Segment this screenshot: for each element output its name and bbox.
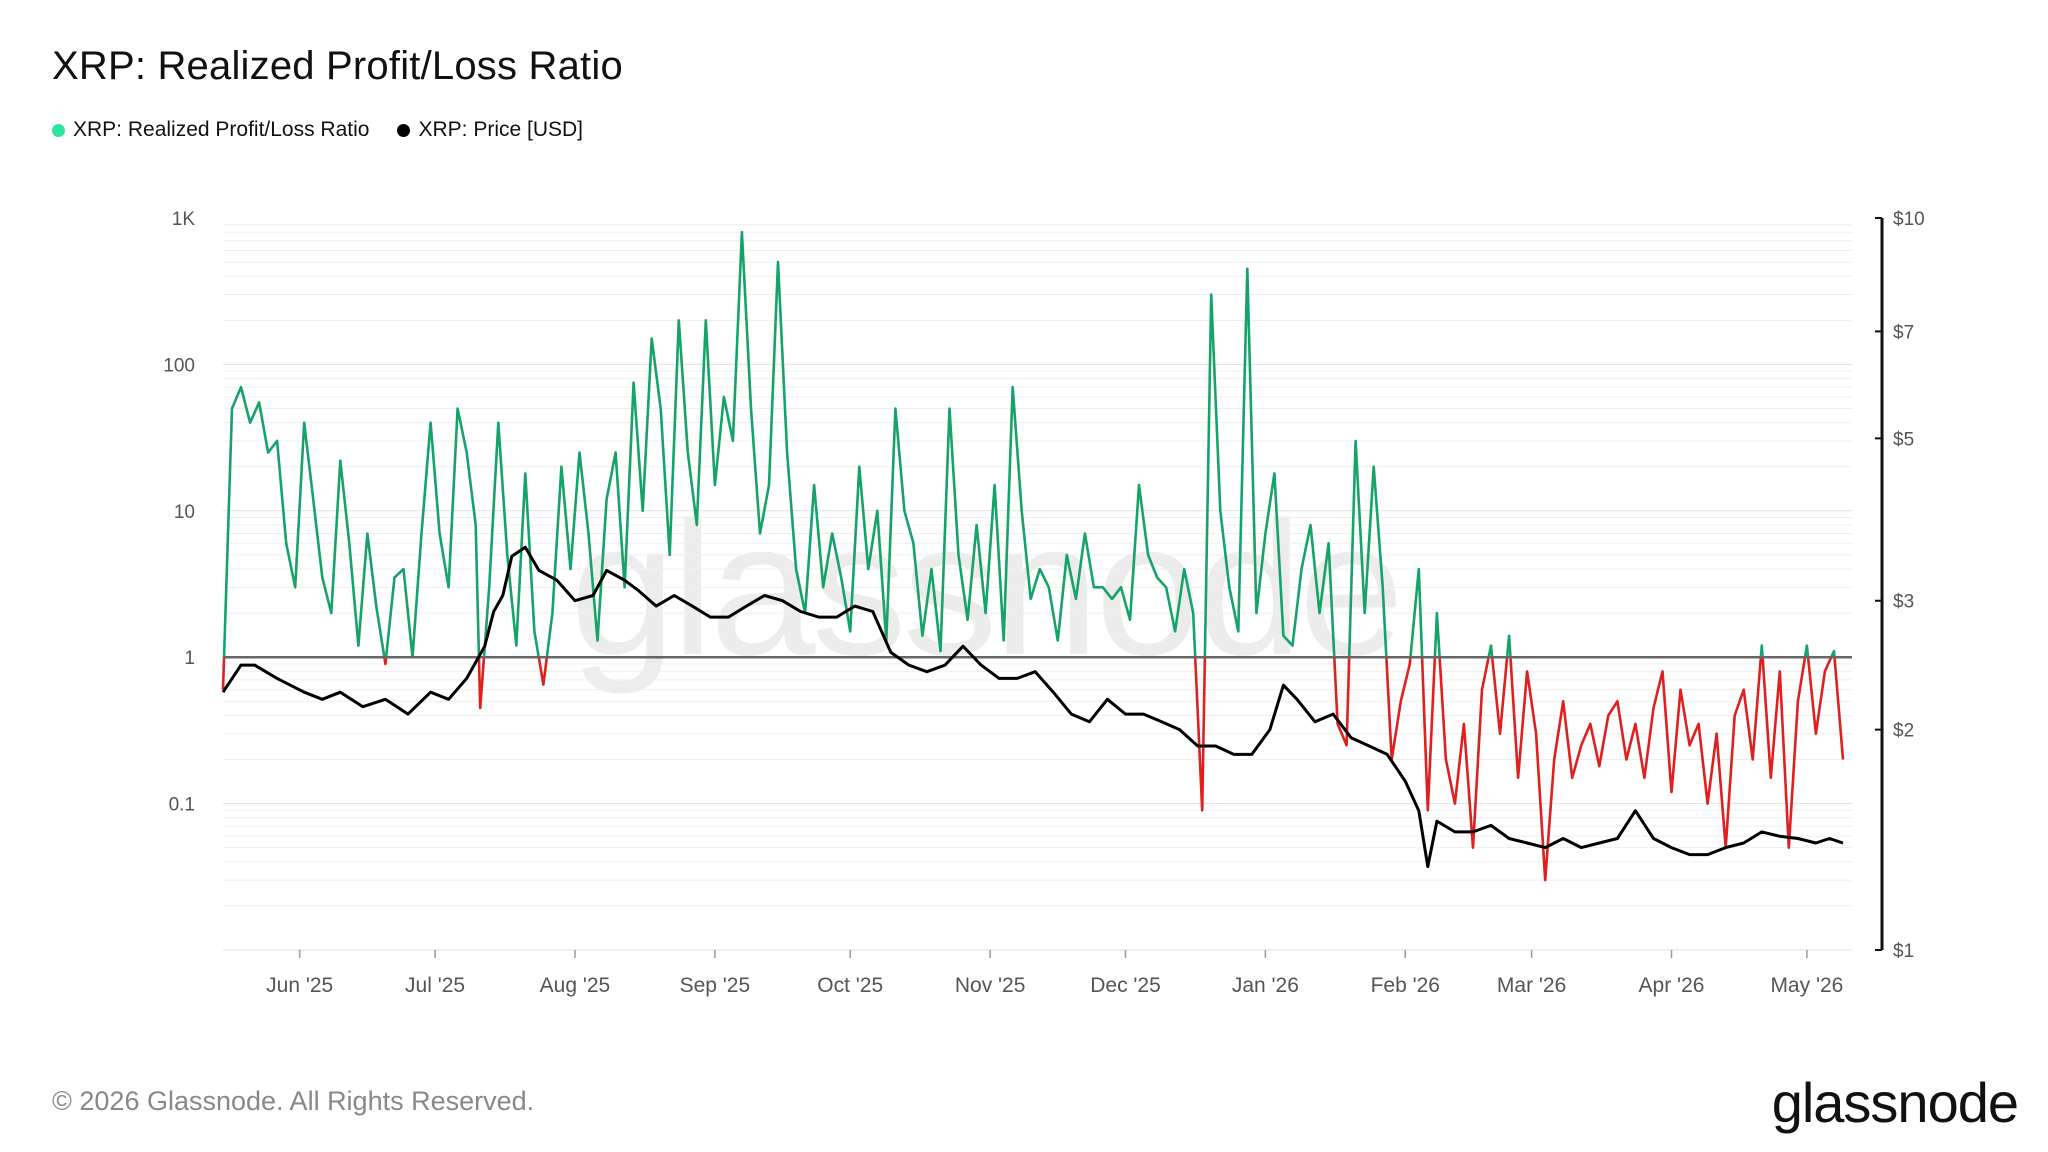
copyright-text: © 2026 Glassnode. All Rights Reserved. (52, 1086, 535, 1116)
chart-title: XRP: Realized Profit/Loss Ratio (52, 44, 623, 88)
y-right-tick-label: $10 (1893, 209, 1925, 230)
ratio-line-profit (222, 230, 1836, 658)
x-tick-label: Sep '25 (680, 974, 751, 997)
x-tick-label: Dec '25 (1090, 974, 1161, 997)
legend-label-price: XRP: Price [USD] (418, 118, 584, 141)
x-tick-label: Jan '26 (1232, 974, 1299, 997)
x-tick-label: Aug '25 (540, 974, 611, 997)
ratio-line-loss (221, 657, 1845, 882)
y-right-tick-label: $7 (1893, 322, 1914, 343)
legend-label-ratio: XRP: Realized Profit/Loss Ratio (73, 118, 370, 141)
glassnode-logo: glassnode (1771, 1071, 2019, 1134)
y-right-tick-label: $5 (1893, 429, 1914, 450)
y-left-tick-label: 1 (184, 648, 195, 669)
legend: XRP: Realized Profit/Loss Ratio XRP: Pri… (52, 118, 611, 142)
legend-dot-ratio (52, 123, 65, 137)
x-tick-label: May '26 (1770, 974, 1843, 997)
y-left-tick-label: 1K (172, 209, 196, 230)
x-tick-label: Apr '26 (1639, 974, 1705, 997)
y-right-tick-label: $2 (1893, 721, 1914, 742)
x-tick-label: Nov '25 (955, 974, 1026, 997)
x-tick-label: Mar '26 (1497, 974, 1566, 997)
y-left-tick-label: 100 (163, 355, 195, 376)
legend-dot-price (397, 123, 411, 137)
y-right-tick-label: $1 (1893, 941, 1914, 962)
y-right-tick-label: $3 (1893, 592, 1914, 613)
y-left-tick-label: 10 (174, 502, 195, 523)
legend-item-ratio[interactable]: XRP: Realized Profit/Loss Ratio (52, 118, 369, 142)
x-tick-label: Oct '25 (817, 974, 883, 997)
legend-item-price[interactable]: XRP: Price [USD] (397, 118, 583, 142)
x-tick-label: Jul '25 (405, 974, 465, 997)
x-tick-label: Feb '26 (1371, 974, 1440, 997)
price-line (221, 545, 1844, 869)
y-left-tick-label: 0.1 (169, 795, 195, 816)
x-tick-label: Jun '25 (266, 974, 333, 997)
